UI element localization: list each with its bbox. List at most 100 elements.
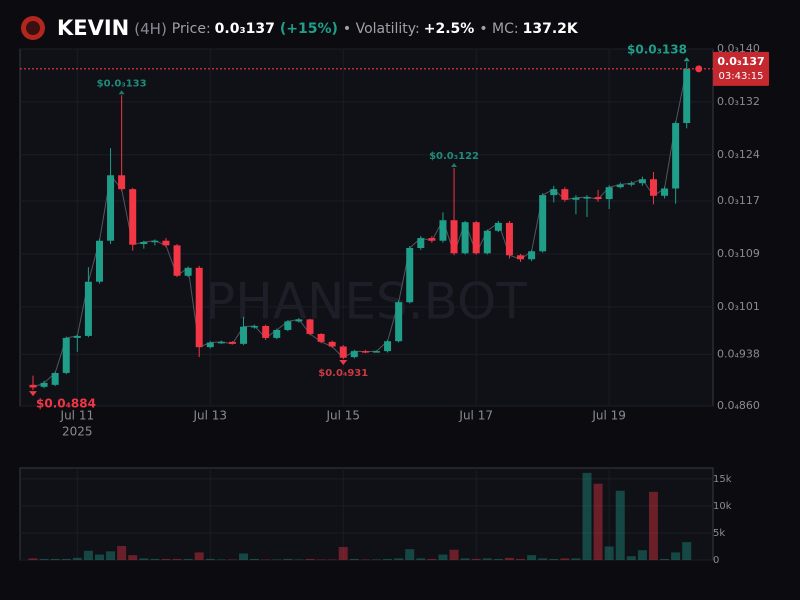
volume-bar [493,558,503,560]
candle-body [572,197,580,200]
candle-body [73,335,81,338]
volume-bar [39,558,49,560]
volume-bar [205,558,215,560]
volume-bar [50,558,60,560]
candle-body [262,326,270,338]
volume-tick-label: 5k [713,528,725,539]
volume-bar [349,558,359,560]
candle-body [84,281,92,336]
volume-bar [261,559,271,560]
volume-bar [250,558,260,560]
annotation-marker [29,391,37,397]
candle-body [649,179,657,196]
volume-bar [460,558,470,560]
annotation-label: $0.0₄884 [36,397,96,411]
candle-body [461,222,469,254]
volume-bar [227,559,237,560]
countdown: 03:43:15 [719,71,764,82]
volume-bar [549,558,559,560]
volume-bar [371,559,381,560]
candle-body [62,337,70,373]
candle-body [95,240,103,282]
candle-body [384,341,392,352]
volume-bar [194,552,204,560]
candle-body [306,319,314,334]
candle-body [605,187,613,200]
candle-body [417,238,425,248]
candle-body [107,175,115,241]
candle-body [118,175,126,190]
volume-bar [527,555,537,560]
volume-bar [516,558,526,560]
y-tick-label: 0.0₃101 [717,300,760,313]
volume-bar [94,554,104,560]
volume-bar [61,558,71,560]
candle-body [450,220,458,254]
volume-bar [615,490,625,560]
candle-body [195,267,203,348]
candle-body [550,189,558,196]
candle-body [173,245,181,276]
candle-body [151,240,159,243]
volume-bar [482,558,492,560]
price-label: Price: [172,21,211,37]
y-tick-label: 0.0₃124 [717,148,760,161]
volume-bar [582,472,592,560]
candle-body [372,351,380,353]
candle-body [51,372,59,385]
candle-body [140,242,148,245]
x-tick-label: Jul 13 [192,409,227,423]
candle-body [228,341,236,344]
candle-body [672,123,680,189]
mc-label: • MC: [479,21,518,37]
candle-body [439,220,447,241]
volume-bar [327,559,337,560]
volume-tick-label: 10k [713,501,732,512]
volume-bar [427,558,437,560]
candle-body [661,188,669,196]
volume-bar [604,546,614,560]
volume-bar [305,558,315,560]
volume-bar [106,551,116,560]
current-price-dot [695,65,703,73]
candle-body [251,326,259,328]
candle-body [162,240,170,246]
change: (+15%) [280,21,338,37]
annotation-marker [339,360,348,366]
annotation-label: $0.0₃122 [429,151,479,162]
candle-body [361,351,369,353]
candle-body [406,247,414,303]
candle-body [594,197,602,200]
candle-body [616,184,624,188]
volume-bar [72,557,82,560]
volatility: +2.5% [424,21,475,37]
candle-body [539,195,547,252]
volume-bar [416,558,426,560]
volume-bar [338,547,348,560]
candle-body [472,222,480,254]
x-tick-label: Jul 11 [60,409,95,423]
volume-bar [682,542,692,560]
candle-body [517,255,525,260]
x-tick-label: Jul 19 [591,409,626,423]
candle-body [350,351,358,358]
x-tick-label: Jul 17 [458,409,493,423]
volatility-label: • Volatility: [343,21,420,37]
candle-body [494,222,502,231]
volume-bar [316,559,326,560]
volume-bar [626,556,636,560]
candle-body [129,189,137,245]
volume-bar [283,558,293,560]
candle-body [273,329,281,338]
candle-body [184,267,192,276]
volume-bar [172,558,182,560]
volume-bar [294,559,304,560]
annotation-marker [451,163,458,167]
candle-body [284,321,292,330]
candle-body [583,197,591,199]
volume-bar [383,558,393,560]
y-tick-label: 0.0₃117 [717,194,760,207]
annotation-label: $0.0₃138 [627,43,687,57]
y-tick-label: 0.0₃109 [717,247,760,260]
